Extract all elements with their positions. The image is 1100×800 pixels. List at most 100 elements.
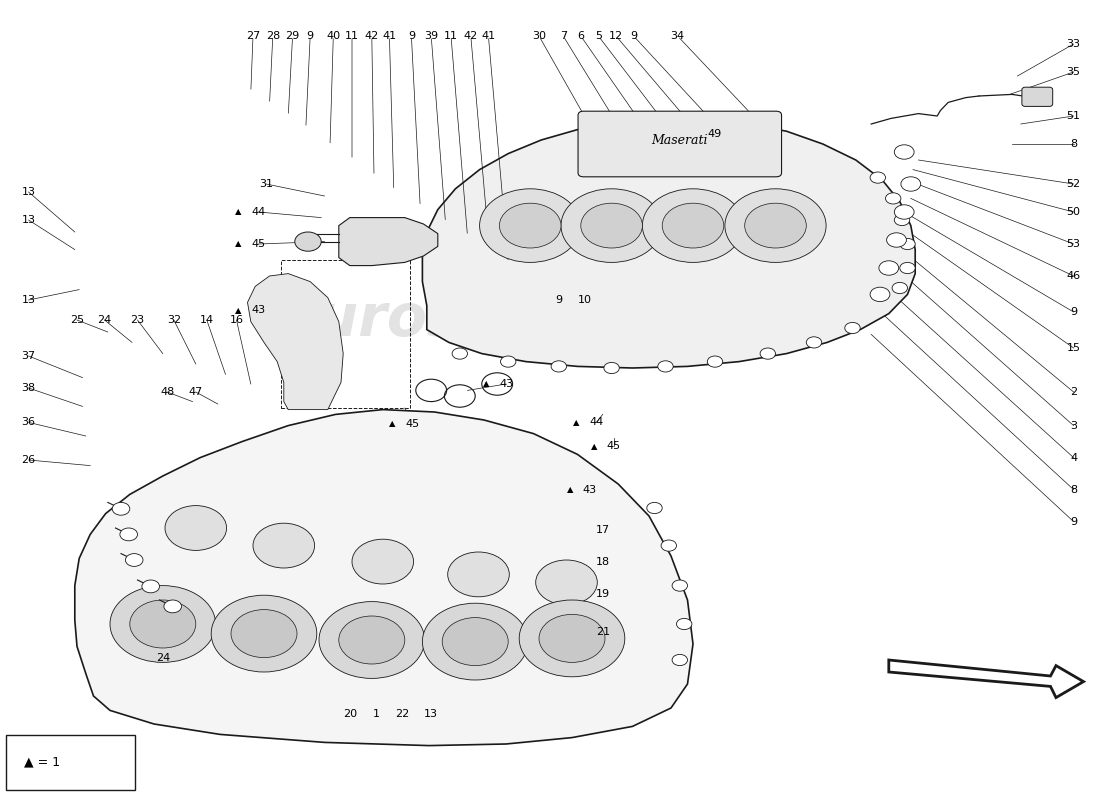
Circle shape xyxy=(707,356,723,367)
Circle shape xyxy=(231,610,297,658)
Text: 9: 9 xyxy=(408,31,415,41)
Text: 24: 24 xyxy=(156,653,169,662)
Text: 7: 7 xyxy=(560,31,566,41)
Text: 26: 26 xyxy=(22,455,35,465)
Text: ▲: ▲ xyxy=(235,207,242,217)
Text: 13: 13 xyxy=(22,215,35,225)
Text: 52: 52 xyxy=(1067,179,1080,189)
Text: 43: 43 xyxy=(583,485,596,494)
Circle shape xyxy=(658,361,673,372)
Text: eurospares: eurospares xyxy=(277,291,647,349)
Circle shape xyxy=(672,580,688,591)
Circle shape xyxy=(894,145,914,159)
Circle shape xyxy=(452,348,468,359)
Text: 21: 21 xyxy=(596,627,609,637)
Text: 13: 13 xyxy=(425,709,438,718)
Text: 27: 27 xyxy=(246,31,260,41)
Circle shape xyxy=(845,322,860,334)
Circle shape xyxy=(539,614,605,662)
Text: 14: 14 xyxy=(200,315,213,325)
Text: 18: 18 xyxy=(596,557,609,566)
Circle shape xyxy=(211,595,317,672)
Text: 24: 24 xyxy=(98,315,111,325)
Circle shape xyxy=(442,618,508,666)
Text: 41: 41 xyxy=(383,31,396,41)
Circle shape xyxy=(480,189,581,262)
Text: 46: 46 xyxy=(1067,271,1080,281)
Circle shape xyxy=(900,238,915,250)
FancyBboxPatch shape xyxy=(1022,87,1053,106)
Circle shape xyxy=(662,203,724,248)
Circle shape xyxy=(319,602,425,678)
Polygon shape xyxy=(339,218,438,266)
Circle shape xyxy=(604,362,619,374)
Circle shape xyxy=(642,189,744,262)
Text: 11: 11 xyxy=(444,31,458,41)
Circle shape xyxy=(894,214,910,226)
FancyBboxPatch shape xyxy=(6,735,135,790)
Text: 40: 40 xyxy=(327,31,340,41)
Text: 47: 47 xyxy=(189,387,202,397)
Circle shape xyxy=(581,203,642,248)
Circle shape xyxy=(647,502,662,514)
Text: 31: 31 xyxy=(260,179,273,189)
Text: eurospares: eurospares xyxy=(277,515,647,573)
Text: ▲: ▲ xyxy=(483,379,490,389)
Circle shape xyxy=(125,554,143,566)
Circle shape xyxy=(253,523,315,568)
Circle shape xyxy=(142,580,160,593)
Circle shape xyxy=(499,203,561,248)
Text: 6: 6 xyxy=(578,31,584,41)
Circle shape xyxy=(887,233,906,247)
Text: 42: 42 xyxy=(464,31,477,41)
Text: 4: 4 xyxy=(1070,453,1077,462)
Text: 13: 13 xyxy=(22,187,35,197)
Text: ▲: ▲ xyxy=(235,306,242,315)
Text: 20: 20 xyxy=(343,709,356,718)
Text: 39: 39 xyxy=(425,31,438,41)
Text: 11: 11 xyxy=(345,31,359,41)
Text: 2: 2 xyxy=(1070,387,1077,397)
Text: 33: 33 xyxy=(1067,39,1080,49)
Polygon shape xyxy=(422,120,915,368)
Bar xyxy=(280,260,410,408)
Polygon shape xyxy=(889,660,1084,698)
Circle shape xyxy=(661,540,676,551)
Text: 13: 13 xyxy=(22,295,35,305)
Text: 49: 49 xyxy=(708,130,722,139)
Circle shape xyxy=(870,287,890,302)
Circle shape xyxy=(725,189,826,262)
Text: 12: 12 xyxy=(609,31,623,41)
Circle shape xyxy=(892,282,907,294)
Circle shape xyxy=(352,539,414,584)
Text: 38: 38 xyxy=(22,383,35,393)
Text: 16: 16 xyxy=(230,315,243,325)
Text: 51: 51 xyxy=(1067,111,1080,121)
Circle shape xyxy=(448,552,509,597)
Circle shape xyxy=(165,506,227,550)
Circle shape xyxy=(536,560,597,605)
Text: 25: 25 xyxy=(70,315,84,325)
Text: 35: 35 xyxy=(1067,67,1080,77)
Text: 9: 9 xyxy=(1070,307,1077,317)
Circle shape xyxy=(110,586,216,662)
Circle shape xyxy=(500,356,516,367)
Text: 44: 44 xyxy=(590,418,603,427)
Circle shape xyxy=(164,600,182,613)
Text: ▲: ▲ xyxy=(389,419,396,429)
Text: 48: 48 xyxy=(161,387,174,397)
Circle shape xyxy=(879,261,899,275)
Text: 9: 9 xyxy=(630,31,637,41)
Text: 45: 45 xyxy=(406,419,419,429)
Text: ▲: ▲ xyxy=(566,485,573,494)
Polygon shape xyxy=(75,410,693,746)
Circle shape xyxy=(901,177,921,191)
Text: 9: 9 xyxy=(556,295,562,305)
Circle shape xyxy=(551,361,566,372)
Text: 37: 37 xyxy=(22,351,35,361)
Text: 43: 43 xyxy=(499,379,513,389)
Text: 50: 50 xyxy=(1067,207,1080,217)
Text: 30: 30 xyxy=(532,31,546,41)
Text: 9: 9 xyxy=(307,31,314,41)
Circle shape xyxy=(676,618,692,630)
